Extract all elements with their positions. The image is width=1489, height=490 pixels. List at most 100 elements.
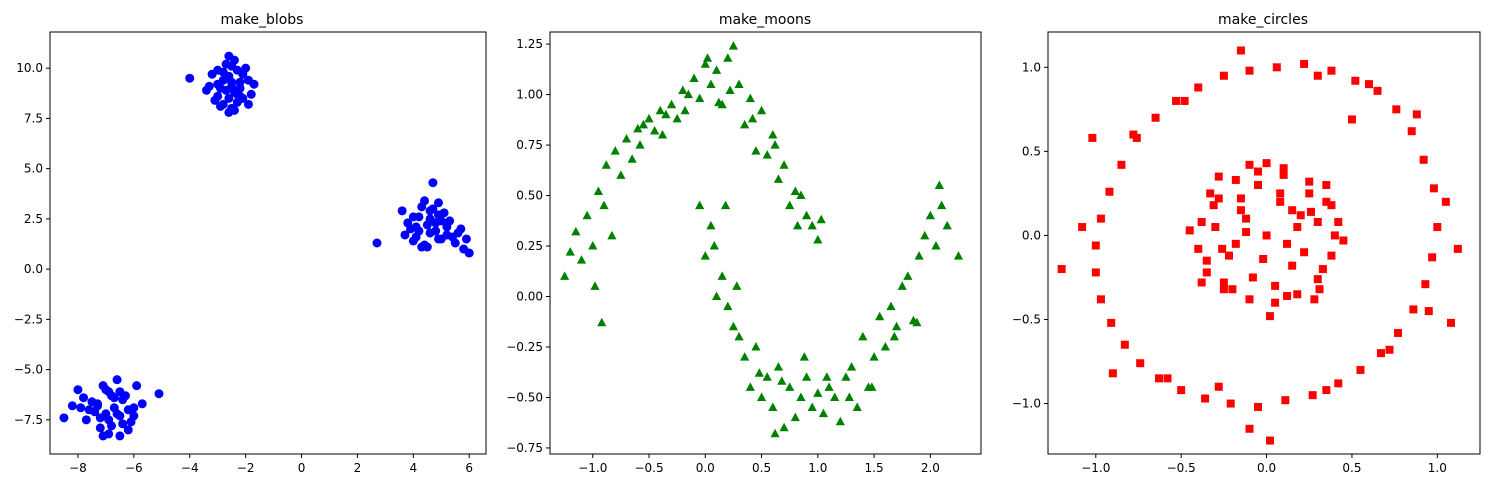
circles-point (1300, 59, 1309, 68)
circles-point (1327, 66, 1336, 75)
moons-point (700, 251, 710, 260)
circles-point (1271, 298, 1280, 307)
moons-point (633, 123, 643, 133)
circles-point (1347, 115, 1356, 124)
blobs-point (464, 248, 474, 258)
moons-point (714, 97, 724, 107)
moons-point (914, 251, 924, 260)
moons-point (571, 226, 581, 236)
circles-point (1385, 345, 1394, 354)
moons-point (728, 321, 739, 331)
blobs-point (93, 399, 103, 409)
circles-point (1334, 217, 1343, 226)
moons-point (732, 281, 742, 290)
circles-point (1259, 254, 1268, 263)
moons-y-tick-label: 0.50 (516, 189, 543, 203)
blobs-point (442, 230, 452, 240)
circles-point (1185, 226, 1194, 235)
circles-point (1214, 172, 1223, 181)
circles-point (1429, 184, 1438, 193)
blobs-x-tick-label: −4 (181, 461, 199, 475)
circles-point (1421, 280, 1430, 289)
moons-title: make_moons (719, 12, 811, 28)
blobs-ticks: −8 −6 −4 −2 0 2 4 6 −7.5 −5.0 −2.5 0.0 2.5 5.0 7.5 10.0 (14, 61, 473, 475)
blobs-point (137, 399, 147, 409)
circles-point (1322, 386, 1331, 395)
moons-point (768, 129, 778, 139)
moons-point (796, 190, 806, 200)
moons-point (790, 186, 800, 196)
moons-point (616, 170, 626, 179)
moons-point (689, 73, 699, 82)
moons-point (807, 220, 817, 230)
moons-point (818, 408, 829, 418)
circles-point (1154, 374, 1163, 383)
moons-point (678, 85, 688, 95)
circles-point (1219, 285, 1228, 294)
blobs-point (154, 389, 164, 399)
circles-point (1194, 244, 1203, 253)
blobs-x-tick-label: −6 (125, 461, 143, 475)
moons-point (582, 210, 592, 220)
circles-point (1334, 379, 1343, 388)
circles-point (1407, 127, 1416, 136)
circles-x-tick-label: 0.5 (1342, 461, 1361, 475)
moons-point (560, 271, 570, 280)
blobs-point (112, 375, 122, 385)
circles-point (1231, 239, 1240, 248)
circles-point (1453, 244, 1462, 253)
circles-point (1376, 349, 1385, 358)
circles-point (1373, 86, 1382, 95)
blobs-y-tick-label: 7.5 (24, 111, 43, 125)
moons-x-tick-label: 1.5 (865, 461, 884, 475)
moons-point (858, 331, 868, 341)
moons-point (785, 200, 795, 210)
circles-point (1197, 278, 1206, 287)
circles-point (1339, 236, 1348, 245)
circles-point (1245, 295, 1254, 304)
circles-point (1356, 365, 1365, 374)
moons-point (762, 150, 772, 159)
moons-point (852, 402, 862, 412)
blobs-title: make_blobs (221, 12, 304, 28)
blobs-plot-frame (49, 31, 487, 455)
blobs-point (98, 431, 108, 441)
circles-point (1433, 223, 1442, 232)
moons-point (822, 372, 832, 381)
moons-point (706, 79, 716, 88)
moons-point (889, 331, 899, 341)
blobs-point (59, 413, 69, 423)
moons-point (601, 160, 611, 169)
blobs-marks (59, 51, 474, 441)
circles-title: make_circles (1218, 12, 1308, 28)
circles-point (1293, 223, 1302, 232)
moons-point (734, 79, 744, 88)
moons-point (807, 402, 817, 412)
moons-point (925, 210, 935, 220)
blobs-point (204, 81, 214, 91)
circles-point (1177, 386, 1186, 395)
blobs-point (132, 381, 142, 391)
moons-point (711, 291, 722, 301)
blobs-point (185, 73, 195, 83)
blobs-point (456, 224, 466, 234)
moons-point (816, 214, 826, 224)
blobs-point (79, 393, 89, 403)
circles-point (1151, 113, 1160, 122)
circles-point (1254, 180, 1263, 189)
moons-point (702, 53, 713, 62)
blobs-point (95, 423, 105, 433)
blobs-panel: make_blobs −8 −6 −4 −2 0 2 4 6 −7.5 −5.0 −2.5 0.0 2.… (14, 12, 487, 475)
circles-point (1293, 290, 1302, 299)
blobs-point (129, 403, 139, 413)
moons-point (723, 53, 733, 62)
moons-point (773, 362, 784, 371)
moons-point (638, 119, 649, 129)
blobs-point (249, 79, 259, 89)
moons-point (706, 220, 716, 230)
circles-point (1315, 285, 1324, 294)
blobs-point (104, 387, 114, 397)
circles-point (1271, 281, 1280, 290)
moons-point (770, 140, 780, 149)
moons-point (773, 174, 784, 183)
